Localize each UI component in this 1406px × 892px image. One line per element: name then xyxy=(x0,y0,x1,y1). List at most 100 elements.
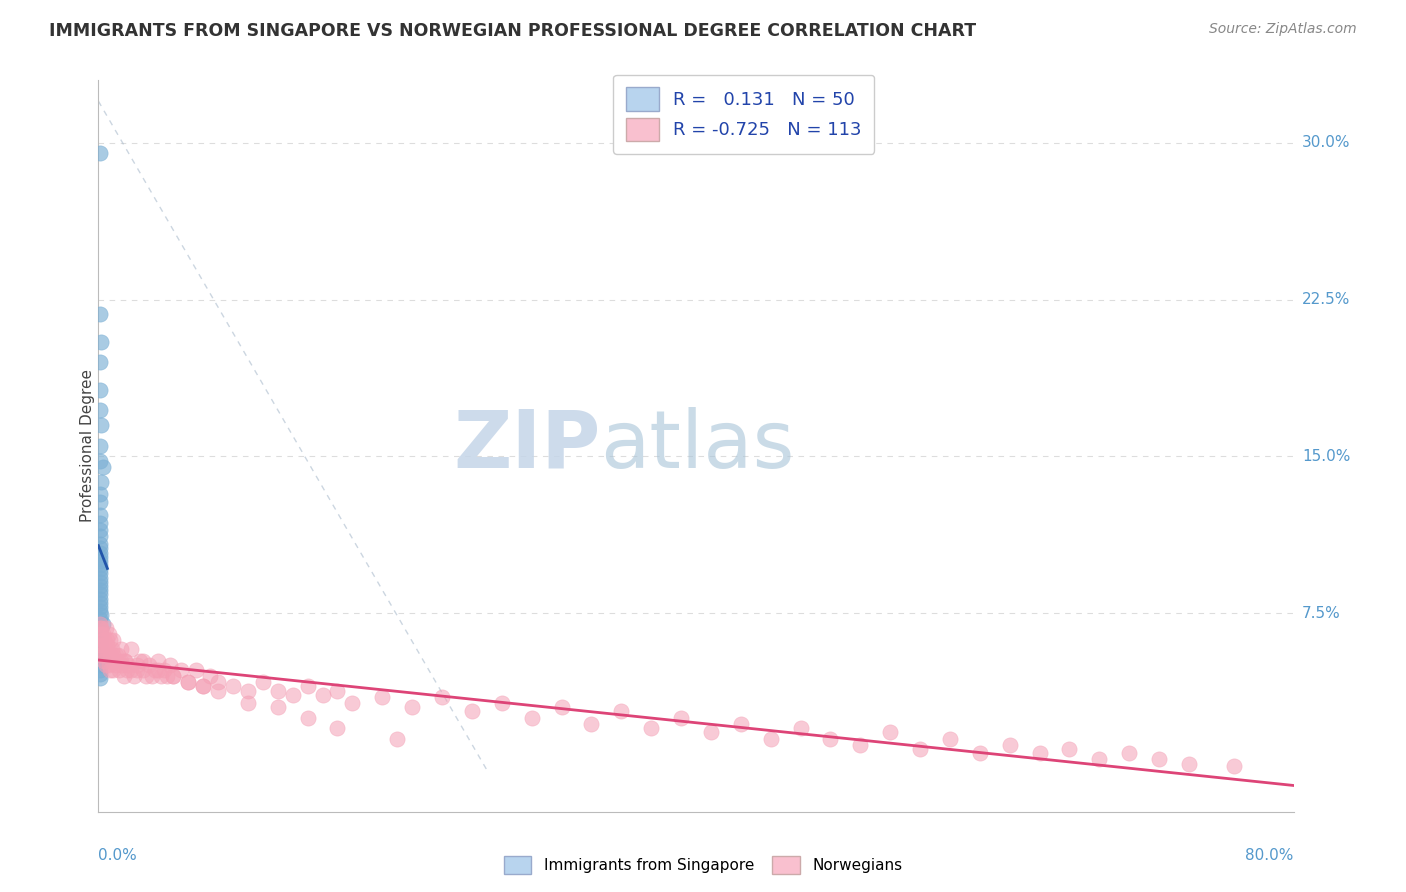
Point xyxy=(153,663,176,677)
Text: 30.0%: 30.0% xyxy=(1302,136,1350,151)
Point xyxy=(162,669,184,683)
Point xyxy=(135,669,157,683)
Point xyxy=(342,696,364,710)
Point xyxy=(120,641,142,656)
Point xyxy=(138,658,160,673)
Point xyxy=(759,731,782,746)
Point xyxy=(98,648,122,662)
Point xyxy=(90,418,112,433)
Point xyxy=(89,307,111,321)
Point xyxy=(730,717,752,731)
Point xyxy=(461,705,484,719)
Point xyxy=(114,654,136,668)
Point xyxy=(93,654,115,668)
Point xyxy=(103,633,125,648)
Point xyxy=(114,654,136,668)
Point xyxy=(90,627,112,641)
Point xyxy=(159,658,181,673)
Point xyxy=(297,711,319,725)
Point xyxy=(107,648,129,662)
Point xyxy=(191,679,214,693)
Point xyxy=(91,459,114,474)
Point xyxy=(97,658,120,673)
Point xyxy=(1223,758,1246,772)
Point xyxy=(90,641,112,656)
Point xyxy=(89,666,111,681)
Point xyxy=(148,654,170,668)
Point xyxy=(132,663,155,677)
Point xyxy=(148,663,170,677)
Point xyxy=(89,383,111,397)
Point xyxy=(939,731,962,746)
Point xyxy=(89,599,111,614)
Point xyxy=(124,669,146,683)
Point xyxy=(207,683,229,698)
Text: 7.5%: 7.5% xyxy=(1302,606,1340,621)
Text: 22.5%: 22.5% xyxy=(1302,293,1350,307)
Point xyxy=(89,439,111,453)
Point xyxy=(89,495,111,509)
Point xyxy=(908,742,931,756)
Point xyxy=(89,671,111,685)
Point xyxy=(89,508,111,522)
Point xyxy=(91,648,114,662)
Point xyxy=(96,638,118,652)
Point xyxy=(89,529,111,543)
Point xyxy=(91,616,114,631)
Point xyxy=(129,654,152,668)
Point xyxy=(117,658,139,673)
Point xyxy=(849,738,872,752)
Point xyxy=(89,650,111,665)
Point xyxy=(401,700,423,714)
Point xyxy=(191,679,214,693)
Point xyxy=(90,641,112,656)
Point xyxy=(89,638,111,652)
Point xyxy=(132,654,155,668)
Text: atlas: atlas xyxy=(600,407,794,485)
Point xyxy=(94,658,117,673)
Point xyxy=(89,663,111,677)
Point xyxy=(89,587,111,601)
Point xyxy=(93,638,115,652)
Point xyxy=(90,475,112,489)
Point xyxy=(91,633,114,648)
Point xyxy=(101,641,124,656)
Point xyxy=(281,688,304,702)
Point xyxy=(969,746,991,760)
Point xyxy=(156,669,179,683)
Point xyxy=(89,646,111,660)
Text: 15.0%: 15.0% xyxy=(1302,449,1350,464)
Point xyxy=(89,658,111,673)
Point xyxy=(669,711,692,725)
Point xyxy=(326,721,349,735)
Point xyxy=(103,648,125,662)
Point xyxy=(177,675,200,690)
Point xyxy=(267,683,290,698)
Point xyxy=(89,571,111,585)
Point xyxy=(112,669,135,683)
Point xyxy=(89,549,111,564)
Point xyxy=(104,654,127,668)
Point xyxy=(311,688,333,702)
Point xyxy=(90,621,112,635)
Point xyxy=(127,658,149,673)
Point xyxy=(1059,742,1081,756)
Point xyxy=(89,621,111,635)
Legend: R =   0.131   N = 50, R = -0.725   N = 113: R = 0.131 N = 50, R = -0.725 N = 113 xyxy=(613,75,875,153)
Point xyxy=(89,621,111,635)
Point xyxy=(1088,752,1111,766)
Point xyxy=(89,648,111,662)
Point xyxy=(96,633,118,648)
Point xyxy=(143,663,166,677)
Text: ZIP: ZIP xyxy=(453,407,600,485)
Point xyxy=(90,334,112,349)
Point xyxy=(89,487,111,501)
Point xyxy=(267,700,290,714)
Point xyxy=(89,537,111,551)
Point xyxy=(89,612,111,626)
Point xyxy=(820,731,842,746)
Point xyxy=(115,663,138,677)
Point xyxy=(207,675,229,690)
Point xyxy=(89,591,111,606)
Legend: Immigrants from Singapore, Norwegians: Immigrants from Singapore, Norwegians xyxy=(498,850,908,880)
